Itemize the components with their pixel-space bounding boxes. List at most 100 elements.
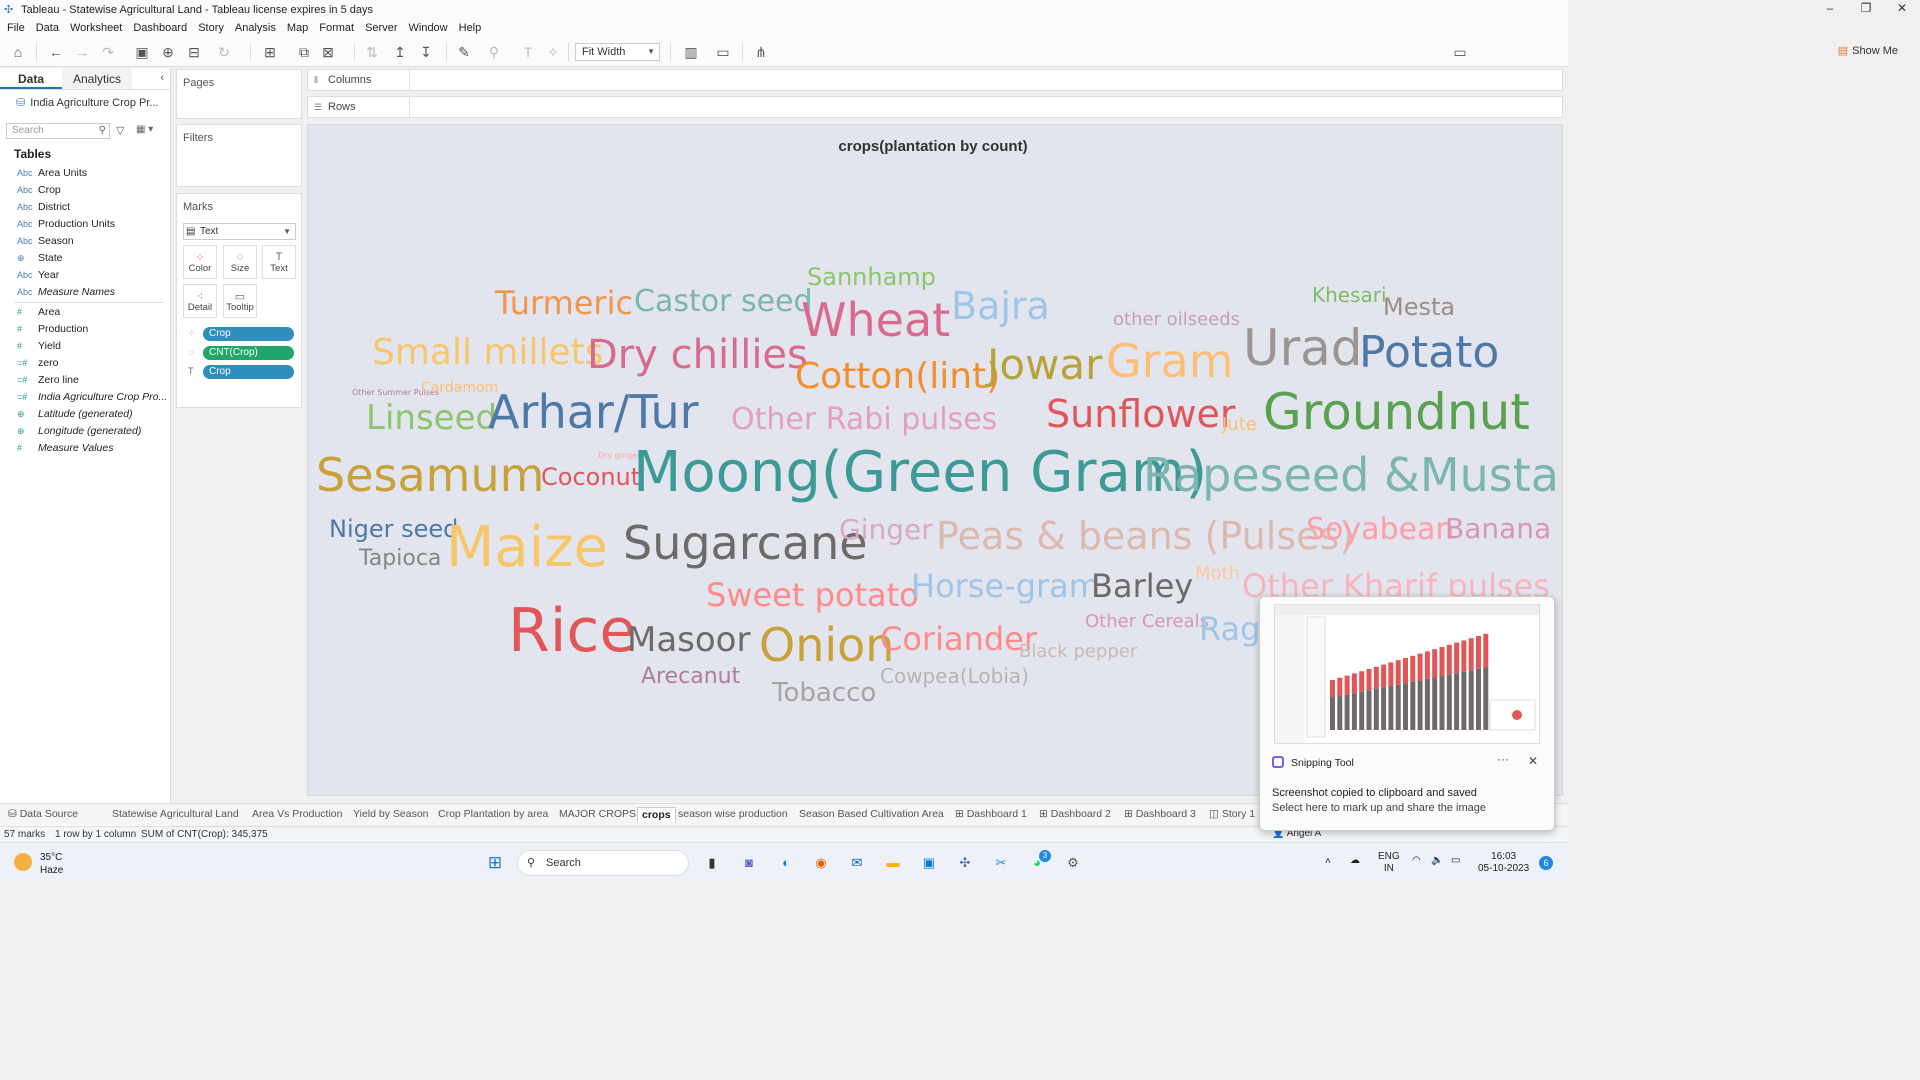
tab-story-1[interactable]: ◫ Story 1 — [1209, 808, 1256, 820]
pill-crop-text[interactable]: Crop — [203, 365, 294, 379]
word-cloud-word[interactable]: Ginger — [839, 513, 933, 546]
word-cloud-word[interactable]: Turmeric — [495, 284, 634, 322]
pill-crop-color[interactable]: Crop — [203, 327, 294, 341]
tab-statewise-agricultural-land[interactable]: Statewise Agricultural Land — [112, 808, 239, 820]
mark-type-select[interactable]: ▤ Text ▼ — [183, 223, 296, 240]
word-cloud-word[interactable]: Dry chillies — [587, 332, 808, 378]
whatsapp-icon[interactable]: ◕ — [1033, 855, 1041, 870]
clear-sheet-icon[interactable]: ⊠ — [322, 44, 334, 60]
word-cloud-word[interactable]: Soyabean — [1306, 512, 1455, 547]
tab-crops[interactable]: crops — [637, 807, 676, 822]
word-cloud-word[interactable]: Rice — [508, 596, 637, 666]
field-yield[interactable]: # Yield — [17, 340, 61, 352]
maximize-button[interactable]: ❐ — [1860, 1, 1872, 15]
word-cloud-word[interactable]: Potato — [1359, 327, 1500, 378]
word-cloud-word[interactable]: Masoor — [627, 620, 751, 660]
fit-select[interactable]: Fit Width ▼ — [575, 43, 660, 61]
word-cloud-word[interactable]: Other Rabi pulses — [731, 402, 998, 437]
swap-icon[interactable]: ⇅ — [366, 44, 378, 60]
word-cloud-word[interactable]: Cardamom — [421, 380, 499, 396]
field-zero[interactable]: =# zero — [17, 357, 59, 369]
new-worksheet-icon[interactable]: ⊞ — [264, 44, 276, 60]
word-cloud-word[interactable]: Groundnut — [1263, 383, 1530, 441]
sort-ascending-icon[interactable]: ↥ — [394, 44, 406, 60]
presentation-icon[interactable]: ▭ — [716, 44, 730, 60]
volume-icon[interactable]: 🔈 — [1431, 855, 1444, 866]
menu-worksheet[interactable]: Worksheet — [69, 22, 123, 34]
minimize-button[interactable]: – — [1826, 1, 1834, 15]
word-cloud-word[interactable]: Jute — [1222, 414, 1257, 435]
menu-map[interactable]: Map — [286, 22, 309, 34]
word-cloud-word[interactable]: Tobacco — [772, 678, 877, 708]
field-area-units[interactable]: Abc Area Units — [17, 167, 88, 179]
menu-server[interactable]: Server — [365, 22, 398, 34]
tooltip-button[interactable]: ▭ Tooltip — [223, 284, 257, 318]
tab-data-source[interactable]: ⛁ Data Source — [8, 808, 79, 820]
task-view-icon[interactable]: ▮ — [708, 855, 716, 870]
field-production[interactable]: # Production — [17, 323, 89, 335]
text-button[interactable]: T Text — [262, 245, 296, 279]
more-options-icon[interactable]: ··· — [1497, 752, 1509, 766]
tab-dashboard-1[interactable]: ⊞ Dashboard 1 — [955, 808, 1027, 820]
color-button[interactable]: ⁘ Color — [183, 245, 217, 279]
tab-yield-by-season[interactable]: Yield by Season — [353, 808, 429, 820]
field-season[interactable]: Abc Season — [17, 235, 74, 247]
pages-shelf[interactable]: Pages — [176, 69, 302, 119]
snipping-taskbar-icon[interactable]: ✂ — [995, 855, 1007, 870]
save-icon[interactable]: ▣ — [135, 44, 149, 60]
word-cloud-word[interactable]: Other Cereals — [1085, 611, 1209, 632]
pause-updates-icon[interactable]: ⊟ — [188, 44, 200, 60]
size-button[interactable]: ◌ Size — [223, 245, 257, 279]
word-cloud-word[interactable]: Rapeseed &Mustard — [1143, 448, 1563, 502]
sort-descending-icon[interactable]: ↧ — [420, 44, 432, 60]
columns-shelf[interactable]: ⦀ Columns — [307, 69, 1563, 91]
word-cloud-word[interactable]: Small millets — [372, 332, 604, 373]
pin-icon[interactable]: ✧ — [547, 44, 559, 60]
field-zero-line[interactable]: =# Zero line — [17, 374, 79, 386]
filter-icon[interactable]: ▽ — [116, 125, 125, 137]
field-year[interactable]: Abc Year — [17, 269, 60, 281]
word-cloud-word[interactable]: Tapioca — [359, 546, 442, 571]
refresh-icon[interactable]: ↻ — [218, 44, 230, 60]
tab-season-based-cultivation-area[interactable]: Season Based Cultivation Area — [799, 808, 944, 820]
store-icon[interactable]: ▣ — [922, 855, 936, 870]
menu-file[interactable]: File — [7, 22, 25, 34]
word-cloud-word[interactable]: Sweet potato — [706, 576, 919, 614]
word-cloud-word[interactable]: Moth — [1195, 563, 1241, 584]
word-cloud-word[interactable]: Jowar — [987, 340, 1103, 389]
word-cloud-word[interactable]: Castor seed — [634, 284, 813, 319]
word-cloud-word[interactable]: Moong(Green Gram) — [633, 440, 1208, 505]
weather-widget[interactable]: 35°C Haze — [40, 851, 63, 877]
menu-dashboard[interactable]: Dashboard — [133, 22, 188, 34]
word-cloud-word[interactable]: Sunflower — [1046, 392, 1236, 436]
screenshot-thumbnail[interactable] — [1274, 604, 1540, 744]
detail-button[interactable]: ⁖ Detail — [183, 284, 217, 318]
tableau-taskbar-icon[interactable]: ✣ — [959, 855, 971, 870]
field-crop-count[interactable]: =# India Agriculture Crop Pro... — [17, 391, 168, 403]
undo-icon[interactable]: ← — [49, 44, 63, 60]
tab-season-wise-production[interactable]: season wise production — [678, 808, 788, 820]
word-cloud-word[interactable]: Banana — [1445, 512, 1552, 545]
word-cloud-word[interactable]: Mesta — [1383, 293, 1456, 321]
language-indicator[interactable]: ENG IN — [1378, 851, 1400, 874]
notification-badge[interactable]: 6 — [1539, 856, 1553, 870]
word-cloud-word[interactable]: Black pepper — [1019, 641, 1138, 662]
battery-icon[interactable]: ▭ — [1451, 855, 1461, 866]
highlight-icon[interactable]: ✎ — [458, 44, 470, 60]
word-cloud-word[interactable]: Horse-gram — [911, 567, 1100, 605]
word-cloud-word[interactable]: Gram — [1106, 334, 1234, 388]
word-cloud-word[interactable]: Onion — [759, 618, 895, 672]
word-cloud-word[interactable]: Bajra — [951, 284, 1050, 328]
field-state[interactable]: ⊕ State — [17, 252, 63, 264]
mail-icon[interactable]: ✉ — [851, 855, 863, 870]
data-source-item[interactable]: ⛁ India Agriculture Crop Pr... — [16, 96, 159, 109]
word-cloud-word[interactable]: Ragi — [1199, 610, 1270, 648]
replay-icon[interactable]: ↷ — [102, 44, 114, 60]
share-icon[interactable]: ⋔ — [755, 44, 767, 60]
teams-icon[interactable]: ◙ — [745, 855, 753, 870]
field-production-units[interactable]: Abc Production Units — [17, 218, 116, 230]
word-cloud-word[interactable]: Sugarcane — [623, 516, 868, 570]
show-me-button[interactable]: ▤ Show Me — [1838, 44, 1898, 57]
word-cloud-word[interactable]: Dry ginger — [598, 451, 641, 460]
field-measure-values[interactable]: # Measure Values — [17, 442, 114, 454]
